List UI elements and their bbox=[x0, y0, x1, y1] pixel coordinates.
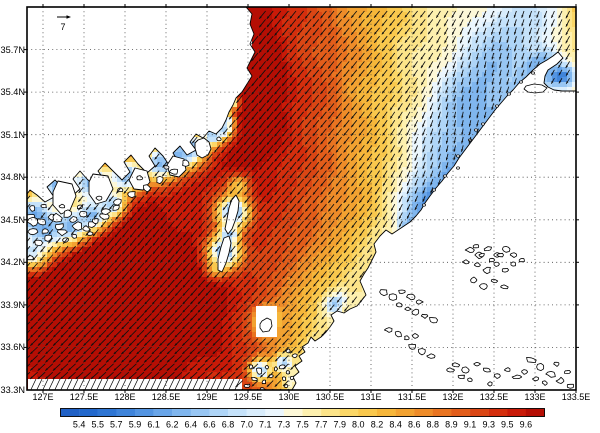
svg-text:33.3N: 33.3N bbox=[0, 385, 25, 395]
svg-text:35.7N: 35.7N bbox=[0, 45, 25, 55]
svg-text:133E: 133E bbox=[524, 392, 545, 402]
svg-text:9.5: 9.5 bbox=[501, 420, 514, 430]
svg-text:9.6: 9.6 bbox=[520, 420, 533, 430]
svg-text:6.1: 6.1 bbox=[147, 420, 160, 430]
svg-text:130.5E: 130.5E bbox=[316, 392, 345, 402]
svg-text:5.9: 5.9 bbox=[129, 420, 142, 430]
svg-text:5.4: 5.4 bbox=[73, 420, 86, 430]
svg-text:6.8: 6.8 bbox=[222, 420, 235, 430]
svg-text:9.3: 9.3 bbox=[482, 420, 495, 430]
svg-text:8.6: 8.6 bbox=[408, 420, 421, 430]
svg-text:7.7: 7.7 bbox=[315, 420, 328, 430]
svg-text:34.8N: 34.8N bbox=[0, 172, 25, 182]
svg-text:128E: 128E bbox=[114, 392, 135, 402]
svg-text:8.4: 8.4 bbox=[389, 420, 402, 430]
svg-text:6.6: 6.6 bbox=[203, 420, 216, 430]
svg-text:132E: 132E bbox=[442, 392, 463, 402]
svg-text:33.9N: 33.9N bbox=[0, 300, 25, 310]
svg-text:127.5E: 127.5E bbox=[70, 392, 99, 402]
svg-text:133.5E: 133.5E bbox=[562, 392, 591, 402]
svg-text:35.1N: 35.1N bbox=[0, 130, 25, 140]
svg-text:131E: 131E bbox=[360, 392, 381, 402]
svg-text:7.3: 7.3 bbox=[278, 420, 291, 430]
svg-text:130E: 130E bbox=[278, 392, 299, 402]
svg-text:6.2: 6.2 bbox=[166, 420, 179, 430]
svg-text:7: 7 bbox=[60, 22, 65, 32]
svg-text:34.5N: 34.5N bbox=[0, 215, 25, 225]
svg-text:5.7: 5.7 bbox=[110, 420, 123, 430]
svg-text:7.1: 7.1 bbox=[259, 420, 272, 430]
svg-text:33.6N: 33.6N bbox=[0, 342, 25, 352]
svg-text:132.5E: 132.5E bbox=[480, 392, 509, 402]
svg-text:7.9: 7.9 bbox=[333, 420, 346, 430]
svg-text:8.8: 8.8 bbox=[427, 420, 440, 430]
svg-text:8.2: 8.2 bbox=[371, 420, 384, 430]
svg-text:34.2N: 34.2N bbox=[0, 257, 25, 267]
svg-text:129.5E: 129.5E bbox=[234, 392, 263, 402]
svg-text:127E: 127E bbox=[32, 392, 53, 402]
svg-text:8.9: 8.9 bbox=[445, 420, 458, 430]
svg-text:5.5: 5.5 bbox=[91, 420, 104, 430]
svg-text:8.0: 8.0 bbox=[352, 420, 365, 430]
svg-text:131.5E: 131.5E bbox=[398, 392, 427, 402]
svg-text:6.4: 6.4 bbox=[185, 420, 198, 430]
svg-text:9.1: 9.1 bbox=[464, 420, 477, 430]
svg-text:128.5E: 128.5E bbox=[152, 392, 181, 402]
svg-text:7.0: 7.0 bbox=[240, 420, 253, 430]
svg-text:129E: 129E bbox=[196, 392, 217, 402]
svg-text:35.4N: 35.4N bbox=[0, 87, 25, 97]
svg-text:7.5: 7.5 bbox=[296, 420, 309, 430]
